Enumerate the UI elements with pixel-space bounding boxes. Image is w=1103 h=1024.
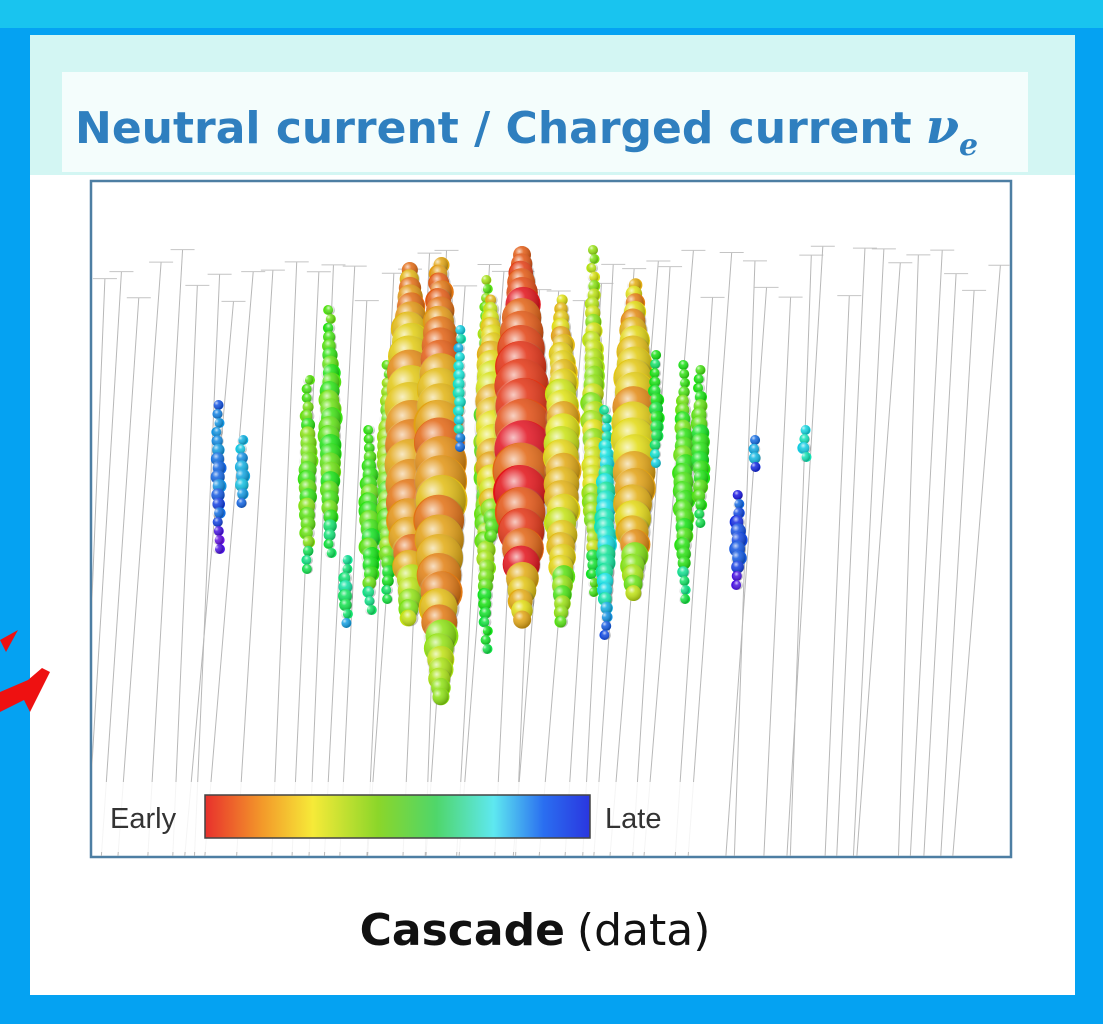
sensor-hit-shine <box>455 424 465 434</box>
sensor-hit-shine <box>750 462 760 472</box>
sensor-hit-shine <box>750 435 760 445</box>
sensor-hit-shine <box>365 434 375 444</box>
top-strip <box>0 0 1103 28</box>
sensor-hit-shine <box>695 374 705 384</box>
sensor-hit-shine <box>733 580 743 590</box>
sensor-hit-shine <box>679 585 689 595</box>
sensor-hit-shine <box>651 458 661 468</box>
sensor-hit-shine <box>455 325 465 335</box>
legend-start-label: Early <box>110 803 177 835</box>
sensor-hit-shine <box>695 509 705 519</box>
sensor-hit-shine <box>588 263 598 273</box>
sensor-hit-shine <box>213 544 223 554</box>
sensor-hit-shine <box>481 644 491 654</box>
sensor-hit-shine <box>679 594 689 604</box>
title-symbol: ν <box>926 99 959 155</box>
sensor-hit-shine <box>455 334 465 344</box>
sensor-hit-shine <box>800 452 810 462</box>
sensor-hit-shine <box>365 596 375 606</box>
sensor-hit-shine <box>733 490 743 500</box>
sensor-hit-shine <box>325 305 335 315</box>
sensor-hit-shine <box>237 435 247 445</box>
sensor-hit-shine <box>213 400 223 410</box>
sensor-hit-shine <box>679 576 689 586</box>
sensor-hit-shine <box>513 611 531 629</box>
sensor-hit-shine <box>455 343 465 353</box>
sensor-hit-shine <box>325 548 335 558</box>
sensor-hit-shine <box>383 585 393 595</box>
sensor-hit-shine <box>365 605 375 615</box>
sensor-hit-shine <box>455 433 465 443</box>
sensor-hit-shine <box>695 365 705 375</box>
sensor-hit-shine <box>679 360 689 370</box>
sensor-hit-shine <box>481 617 492 628</box>
sensor-hit-shine <box>303 555 313 565</box>
sensor-hit-shine <box>402 610 419 627</box>
sensor-hit-shine <box>236 488 247 499</box>
sensor-hit-shine <box>486 530 499 543</box>
sensor-hit-shine <box>588 254 598 264</box>
sensor-hit-shine <box>651 350 661 360</box>
sensor-hit-shine <box>341 618 351 628</box>
sensor-hit-shine <box>303 375 313 385</box>
sensor-hit-shine <box>455 352 465 362</box>
sensor-hit-shine <box>651 449 661 459</box>
sensor-hit-shine <box>588 245 598 255</box>
sensor-hit-shine <box>213 535 223 545</box>
sensor-hit-shine <box>695 518 705 528</box>
sensor-hit-shine <box>679 369 689 379</box>
sensor-hit-shine <box>601 621 611 631</box>
sensor-hit-shine <box>213 409 223 419</box>
sensor-hit-shine <box>237 498 247 508</box>
sensor-hit-shine <box>601 405 611 415</box>
sensor-hit-shine <box>588 587 598 597</box>
sensor-hit-shine <box>341 609 351 619</box>
sensor-hit-shine <box>325 539 335 549</box>
sensor-hit-shine <box>481 635 491 645</box>
sensor-hit-shine <box>303 564 313 574</box>
sensor-hit-shine <box>651 359 661 369</box>
sensor-hit-shine <box>626 585 642 601</box>
sensor-hit-shine <box>588 578 598 588</box>
caption: Cascade(data) <box>360 905 711 956</box>
sensor-hit-shine <box>601 612 612 623</box>
sensor-hit-shine <box>303 384 313 394</box>
sensor-hit-shine <box>213 526 223 536</box>
sensor-hit-shine <box>213 418 223 428</box>
sensor-hit-shine <box>651 440 662 451</box>
sensor-hit-shine <box>213 517 223 527</box>
sensor-hit-shine <box>325 314 335 324</box>
sensor-hit-shine <box>733 571 743 581</box>
sensor-hit-shine <box>455 406 466 417</box>
slide-title: Neutral current / Charged current νe <box>75 99 978 163</box>
sensor-hit-shine <box>455 442 465 452</box>
page: Neutral current / Charged current νe Earl… <box>0 0 1103 1024</box>
title-subscript: e <box>959 128 978 163</box>
caption-rest: (data) <box>577 905 710 956</box>
sensor-hit-shine <box>383 594 393 604</box>
sensor-hit-shine <box>341 555 351 565</box>
sensor-hit-shine <box>800 425 810 435</box>
sensor-hit-shine <box>481 626 491 636</box>
title-text: Neutral current / Charged current <box>75 103 912 154</box>
sensor-hit-shine <box>601 630 611 640</box>
sensor-hit-shine <box>481 275 491 285</box>
sensor-hit-shine <box>556 616 568 628</box>
sensor-hit-shine <box>365 425 375 435</box>
slide: Neutral current / Charged current νe Earl… <box>0 0 1103 1024</box>
legend-end-label: Late <box>605 803 661 835</box>
sensor-hit-shine <box>455 415 465 425</box>
sensor-hit-shine <box>481 284 491 294</box>
time-colorbar <box>205 795 590 838</box>
sensor-hit-shine <box>303 546 314 557</box>
sensor-hit-shine <box>432 688 449 705</box>
caption-bold: Cascade <box>360 905 565 956</box>
sensor-hit-shine <box>601 414 611 424</box>
